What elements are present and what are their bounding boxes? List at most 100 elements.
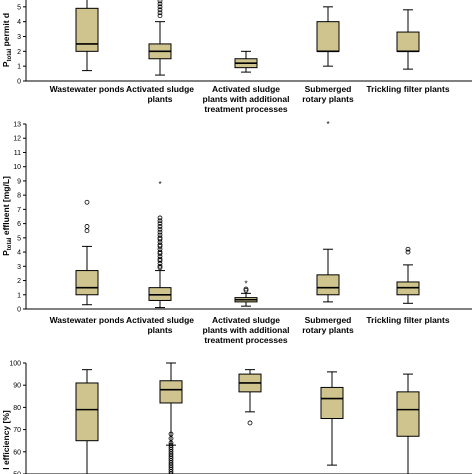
extreme-point: * <box>244 279 247 288</box>
y-tick-label: 2 <box>17 278 21 285</box>
y-tick-label: 12 <box>13 136 21 143</box>
outlier-point <box>157 4 163 10</box>
x-category-label: Wastewater ponds <box>50 84 125 94</box>
box-1 <box>75 0 99 72</box>
y-tick-label: 100 <box>9 361 21 368</box>
x-category-label: Activated sludge <box>212 84 280 94</box>
x-category-label: Activated sludge <box>126 315 194 325</box>
x-category-label: plants <box>147 94 172 104</box>
outlier-point <box>168 440 174 446</box>
box-3 <box>238 369 262 426</box>
iqr-box <box>396 391 420 437</box>
outlier-point <box>168 471 174 474</box>
y-tick-label: 5 <box>17 235 21 242</box>
box-4 <box>320 371 344 466</box>
outlier-point <box>157 1 163 7</box>
outlier-point <box>168 458 174 464</box>
y-tick-label: 60 <box>13 449 21 456</box>
outlier-point <box>157 221 163 227</box>
box-3: * <box>234 279 258 307</box>
iqr-box <box>75 7 99 52</box>
x-category-label: treatment processes <box>204 104 287 114</box>
y-tick-label: 5 <box>17 4 21 11</box>
y-tick-label: 9 <box>17 178 21 185</box>
outlier-point <box>168 447 174 452</box>
y-tick-label: 4 <box>17 250 21 257</box>
x-category-label: Submerged <box>305 315 352 325</box>
outlier-point <box>168 456 174 461</box>
outlier-point <box>157 232 163 238</box>
x-category-label: plants <box>147 325 172 335</box>
outlier-point <box>157 242 163 248</box>
y-tick-label: 6 <box>17 221 21 228</box>
outlier-point <box>157 0 163 4</box>
outlier-point <box>157 249 163 255</box>
outlier-point <box>168 451 174 457</box>
y-axis-label: Ptotal effluent [mg/L] <box>1 176 13 256</box>
y-tick-label: 0 <box>17 307 21 314</box>
box-5 <box>396 9 420 70</box>
y-tick-label: 0 <box>17 79 21 86</box>
x-category-label: Activated sludge <box>126 84 194 94</box>
y-tick-label: 1 <box>17 64 21 71</box>
box-5 <box>396 246 420 304</box>
outlier-point <box>168 453 174 459</box>
y-tick-label: 4 <box>17 19 21 26</box>
outlier-point <box>157 226 163 232</box>
x-category-label: treatment processes <box>204 335 287 345</box>
extreme-point: * <box>158 180 161 189</box>
y-tick-label: 70 <box>13 427 21 434</box>
outlier-point <box>157 235 163 241</box>
box-2 <box>159 362 183 474</box>
y-tick-label: 11 <box>14 150 21 157</box>
box-4: * <box>316 120 340 303</box>
y-tick-label: 3 <box>17 264 21 271</box>
x-category-label: Activated sludge <box>212 315 280 325</box>
y-tick-label: 50 <box>13 472 21 474</box>
x-category-label: rotary plants <box>302 94 354 104</box>
y-tick-label: 3 <box>17 34 21 41</box>
outlier-point <box>243 288 249 293</box>
box-2: * <box>148 180 172 309</box>
outlier-point <box>157 263 163 269</box>
outlier-point <box>168 460 174 466</box>
iqr-box <box>316 274 340 296</box>
y-tick-label: 8 <box>17 193 21 200</box>
outlier-point <box>84 224 90 229</box>
y-tick-label: 7 <box>17 207 21 214</box>
outlier-point <box>247 420 253 426</box>
iqr-box <box>75 270 99 296</box>
outlier-point <box>157 224 163 229</box>
outlier-point <box>168 449 174 455</box>
x-category-label: rotary plants <box>302 325 354 335</box>
outlier-point <box>168 467 174 472</box>
x-category-label: Submerged <box>305 84 352 94</box>
outlier-point <box>157 7 163 13</box>
x-category-label: plants with additional <box>203 325 290 335</box>
box-1 <box>75 199 99 306</box>
x-category-label: Wastewater ponds <box>50 315 125 325</box>
outlier-point <box>168 436 174 441</box>
iqr-box <box>320 386 344 420</box>
outlier-point <box>405 246 411 252</box>
box-2 <box>148 0 172 76</box>
y-tick-label: 10 <box>13 164 21 171</box>
outlier-point <box>157 229 163 235</box>
y-tick-label: 80 <box>13 405 21 412</box>
outlier-point <box>168 462 174 468</box>
y-tick-label: 1 <box>17 292 21 299</box>
y-tick-label: 90 <box>13 383 21 390</box>
outlier-point <box>84 228 90 234</box>
outlier-point <box>243 286 249 292</box>
outlier-point <box>157 218 163 224</box>
iqr-box <box>75 382 99 442</box>
x-category-label: plants with additional <box>203 94 290 104</box>
y-axis-label: Ptotal permit d <box>1 13 13 67</box>
panel-3: 50 60 70 80 90 100 l efficiency [%] <box>1 361 472 474</box>
outlier-point <box>84 199 90 205</box>
iqr-box <box>159 380 183 404</box>
outlier-point <box>168 464 174 470</box>
